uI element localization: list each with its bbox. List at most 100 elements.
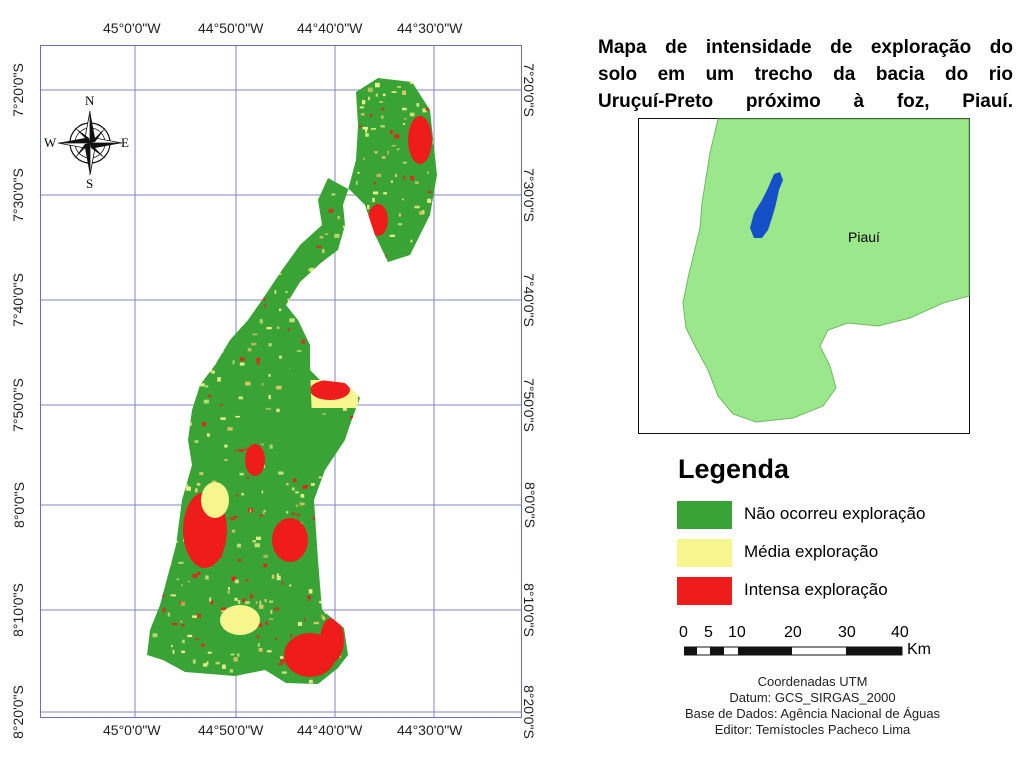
texture-speck xyxy=(170,115,175,120)
texture-speck xyxy=(255,601,258,604)
texture-speck xyxy=(195,171,198,174)
texture-speck xyxy=(251,674,255,678)
texture-speck xyxy=(391,144,396,147)
texture-speck xyxy=(321,82,325,87)
texture-speck xyxy=(358,388,363,393)
texture-speck xyxy=(316,155,319,158)
texture-speck xyxy=(395,339,398,342)
lon-label-bottom-4: 44°30'0"W xyxy=(397,722,463,738)
texture-speck xyxy=(153,392,157,395)
texture-speck xyxy=(205,187,208,191)
texture-speck xyxy=(392,360,394,364)
texture-speck xyxy=(154,510,160,515)
texture-speck xyxy=(396,148,400,151)
texture-speck xyxy=(149,157,152,162)
texture-speck xyxy=(256,536,261,540)
texture-speck xyxy=(180,398,184,401)
texture-speck xyxy=(147,377,151,381)
texture-speck xyxy=(252,333,258,336)
lat-label-left-2: 7°30'0"S xyxy=(9,168,26,222)
texture-speck xyxy=(402,123,405,125)
texture-speck xyxy=(148,206,151,211)
texture-speck xyxy=(279,139,282,144)
texture-speck xyxy=(235,449,238,452)
texture-speck xyxy=(152,265,157,269)
texture-speck xyxy=(432,303,437,308)
texture-speck xyxy=(147,470,149,474)
texture-speck xyxy=(234,579,239,584)
inset-map xyxy=(638,118,970,434)
texture-speck xyxy=(329,501,331,505)
texture-speck xyxy=(278,272,282,275)
texture-speck xyxy=(242,598,247,603)
lat-label-right-6: 8°10'0"S xyxy=(520,583,537,637)
texture-speck xyxy=(147,156,149,160)
texture-speck xyxy=(308,589,313,594)
texture-speck xyxy=(397,86,401,88)
texture-speck xyxy=(180,406,186,410)
texture-speck xyxy=(156,517,158,519)
texture-speck xyxy=(212,91,218,95)
texture-speck xyxy=(158,223,163,226)
texture-speck xyxy=(397,530,400,534)
texture-speck xyxy=(403,175,406,180)
texture-speck xyxy=(270,208,275,211)
texture-speck xyxy=(300,94,305,97)
texture-speck xyxy=(264,119,270,124)
texture-speck xyxy=(424,225,430,230)
texture-speck xyxy=(261,383,264,386)
texture-speck xyxy=(155,328,161,333)
texture-speck xyxy=(155,78,159,80)
texture-speck xyxy=(206,433,210,437)
texture-speck xyxy=(317,185,321,189)
texture-speck xyxy=(193,383,197,387)
texture-speck xyxy=(372,197,375,203)
texture-speck xyxy=(370,128,376,130)
texture-speck xyxy=(419,211,425,215)
texture-speck xyxy=(392,262,397,266)
texture-speck xyxy=(385,270,389,273)
texture-speck xyxy=(426,250,433,255)
texture-speck xyxy=(367,87,373,93)
texture-speck xyxy=(180,601,185,606)
texture-speck xyxy=(295,491,299,494)
texture-speck xyxy=(177,102,180,106)
texture-speck xyxy=(210,362,216,365)
texture-speck xyxy=(241,492,245,496)
map-frame xyxy=(40,45,522,718)
texture-speck xyxy=(292,99,297,102)
texture-speck xyxy=(172,649,175,654)
texture-speck xyxy=(320,179,325,183)
texture-speck xyxy=(248,250,251,256)
texture-speck xyxy=(184,121,187,125)
texture-speck xyxy=(360,113,365,116)
texture-speck xyxy=(313,621,319,625)
texture-speck xyxy=(260,443,264,446)
lat-label-right-1: 7°20'0"S xyxy=(520,63,537,117)
texture-speck xyxy=(297,198,300,202)
texture-speck xyxy=(359,654,364,657)
texture-speck xyxy=(403,118,407,120)
texture-speck xyxy=(245,601,250,605)
texture-speck xyxy=(367,320,374,323)
texture-speck xyxy=(200,167,205,171)
texture-speck xyxy=(426,542,431,545)
texture-speck xyxy=(319,600,325,604)
texture-speck xyxy=(224,444,228,448)
texture-speck xyxy=(215,195,220,200)
texture-speck xyxy=(199,383,205,387)
texture-speck xyxy=(154,521,160,526)
texture-speck xyxy=(172,393,176,396)
texture-speck xyxy=(288,251,293,255)
texture-speck xyxy=(236,221,242,223)
texture-speck xyxy=(318,332,324,335)
texture-speck xyxy=(253,104,258,108)
texture-speck xyxy=(204,385,209,388)
texture-speck xyxy=(348,629,354,633)
texture-speck xyxy=(259,319,263,324)
texture-speck xyxy=(258,270,262,273)
texture-speck xyxy=(393,577,399,580)
texture-speck xyxy=(276,326,280,329)
texture-speck xyxy=(201,113,205,117)
texture-speck xyxy=(344,244,347,247)
